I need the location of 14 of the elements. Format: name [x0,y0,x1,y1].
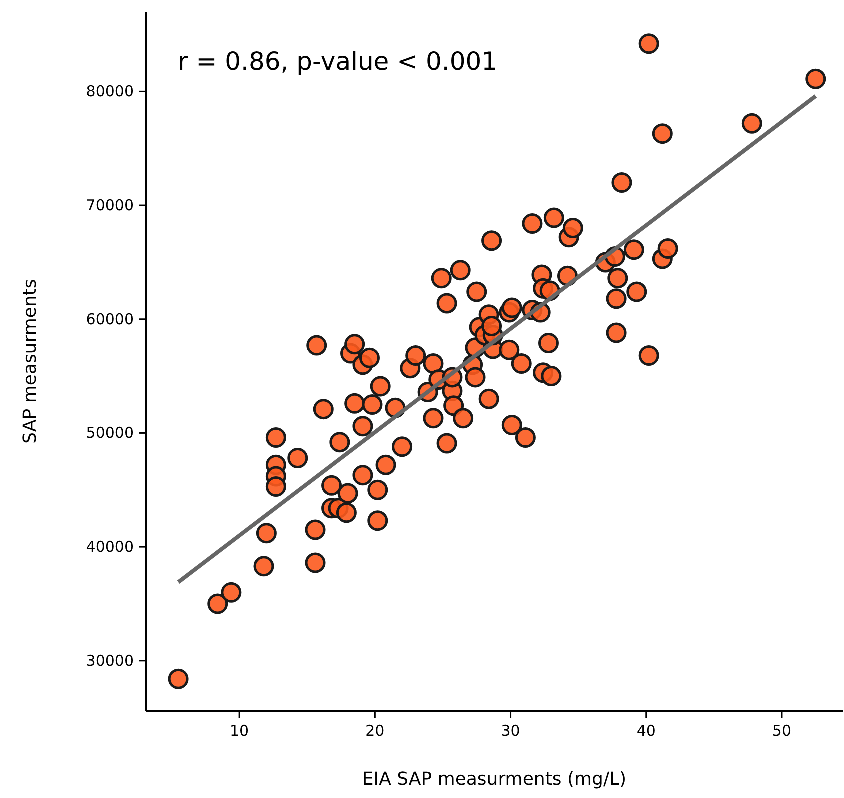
y-tick-label: 60000 [86,310,134,328]
x-tick-label: 50 [772,722,792,740]
x-tick-label: 40 [636,722,656,740]
x-tick-label: 20 [366,722,385,740]
y-tick-label: 80000 [86,82,134,101]
y-tick-label: 40000 [86,538,134,556]
annotation: r = 0.86, p-value < 0.001 [178,47,498,76]
y-tick-label: 30000 [86,652,134,670]
y-axis-title: SAP measurments [20,279,41,444]
x-tick-label: 10 [230,722,250,740]
y-tick-label: 50000 [86,424,134,442]
x-tick-label: 30 [501,722,520,740]
y-tick-label: 70000 [86,196,134,215]
x-axis-title: EIA SAP measurments (mg/L) [362,769,627,790]
